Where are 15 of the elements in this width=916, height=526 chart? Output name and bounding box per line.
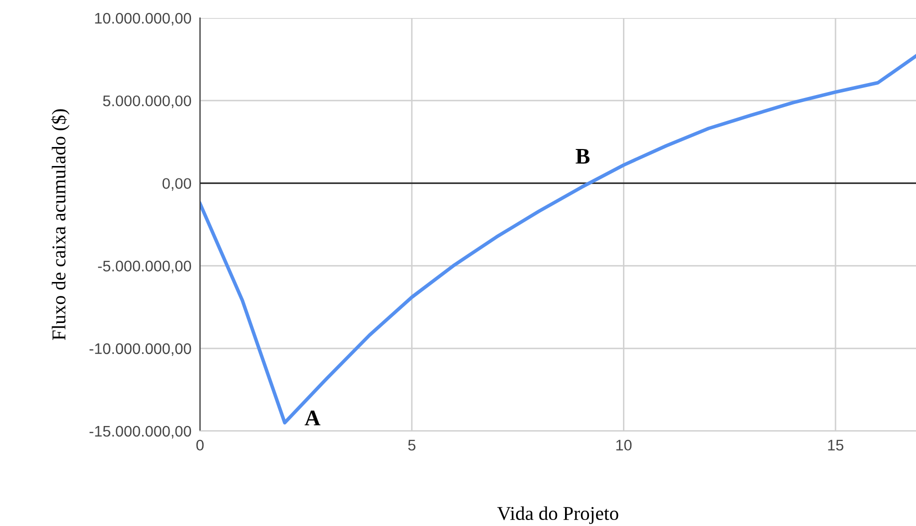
x-axis-title: Vida do Projeto bbox=[497, 506, 618, 524]
y-tick-label: -10.000.000,00 bbox=[90, 343, 192, 356]
y-tick-label: 0,00 bbox=[162, 178, 192, 191]
annotation: A bbox=[304, 410, 320, 426]
y-axis-title: Fluxo de caixa acumulado ($) bbox=[51, 109, 70, 340]
y-tick-label: 10.000.000,00 bbox=[95, 12, 192, 26]
line-series bbox=[200, 54, 916, 424]
x-tick-label: 5 bbox=[408, 440, 416, 451]
x-tick-label: 10 bbox=[616, 440, 632, 451]
x-tick-label: 15 bbox=[828, 440, 844, 451]
y-tick-label: -15.000.000,00 bbox=[90, 426, 192, 438]
y-tick-label: 5.000.000,00 bbox=[103, 95, 192, 108]
annotation: B bbox=[576, 148, 590, 164]
y-tick-label: -5.000.000,00 bbox=[98, 260, 192, 274]
x-tick-label: 0 bbox=[196, 440, 204, 451]
